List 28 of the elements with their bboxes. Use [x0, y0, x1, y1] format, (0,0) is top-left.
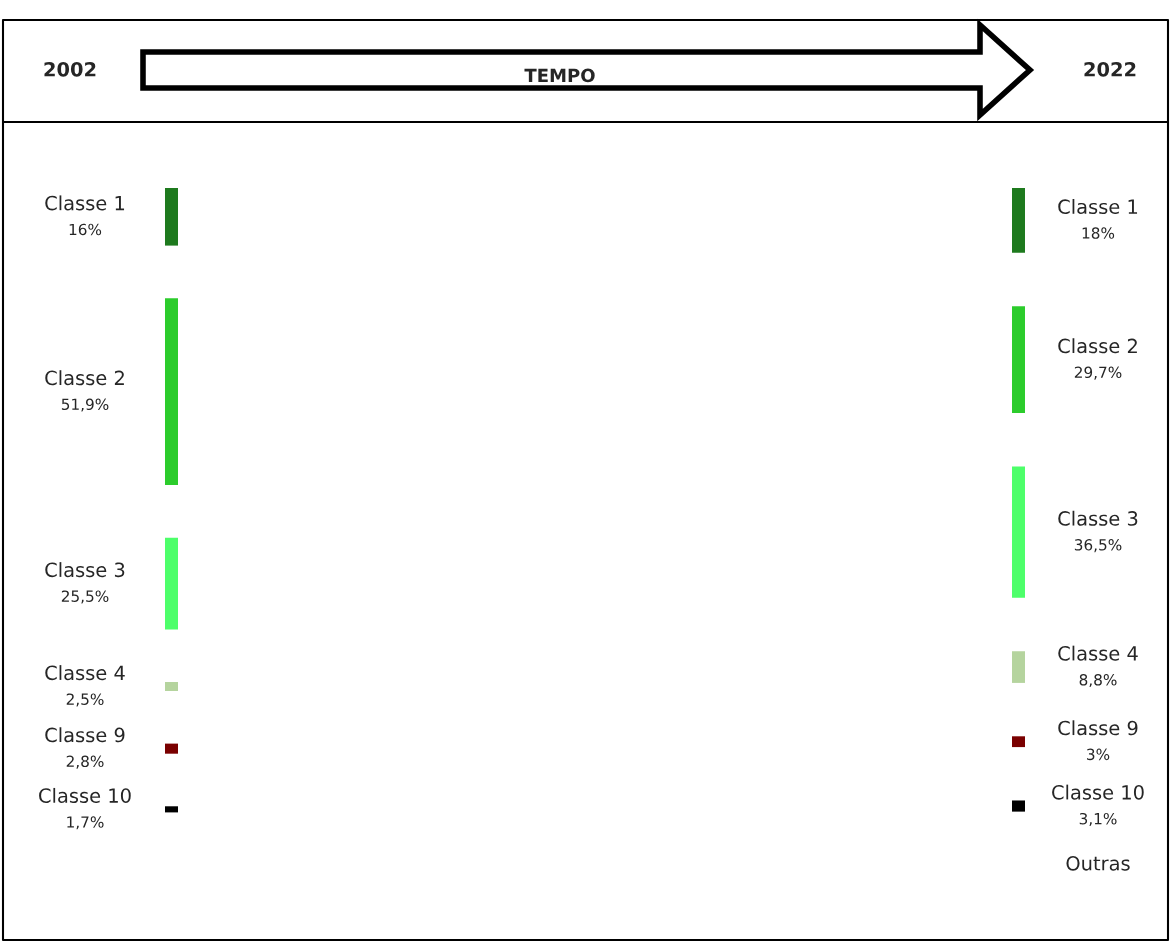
category-label: Classe 1 — [45, 195, 125, 211]
data-label: 18% — [1082, 227, 1115, 239]
category-label: Classe 1 — [1058, 198, 1138, 215]
category-label: Classe 10 — [39, 787, 131, 803]
category-label: Classe 9 — [1058, 720, 1138, 736]
data-label: 29,7% — [1074, 366, 1122, 380]
text: 2002 — [44, 61, 96, 77]
category-label: Classe 3 — [1058, 510, 1138, 526]
category-label: Classe 2 — [45, 370, 124, 386]
data-label: 16% — [69, 223, 102, 236]
data-label: 36,5% — [1074, 539, 1122, 553]
text: TEMPO — [524, 68, 595, 83]
data-label: 8,8% — [1079, 673, 1117, 688]
category-label: Outras — [1066, 855, 1130, 871]
text: 2022 — [1084, 61, 1136, 77]
category-label: Classe 4 — [45, 665, 125, 681]
data-label: 3,1% — [1079, 812, 1117, 827]
data-label: 2,8% — [66, 755, 104, 769]
data-label: 2,5% — [66, 693, 104, 707]
category-label: Classe 4 — [1058, 645, 1138, 661]
category-label: Classe 3 — [45, 562, 125, 578]
category-label: Classe 9 — [45, 727, 125, 743]
data-label: 3% — [1087, 748, 1110, 761]
data-label: 25,5% — [61, 590, 109, 604]
data-label: 51,9% — [61, 398, 109, 412]
category-label: Classe 10 — [1052, 784, 1144, 800]
category-label: Classe 2 — [1058, 338, 1137, 354]
data-label: 1,7% — [67, 816, 104, 830]
